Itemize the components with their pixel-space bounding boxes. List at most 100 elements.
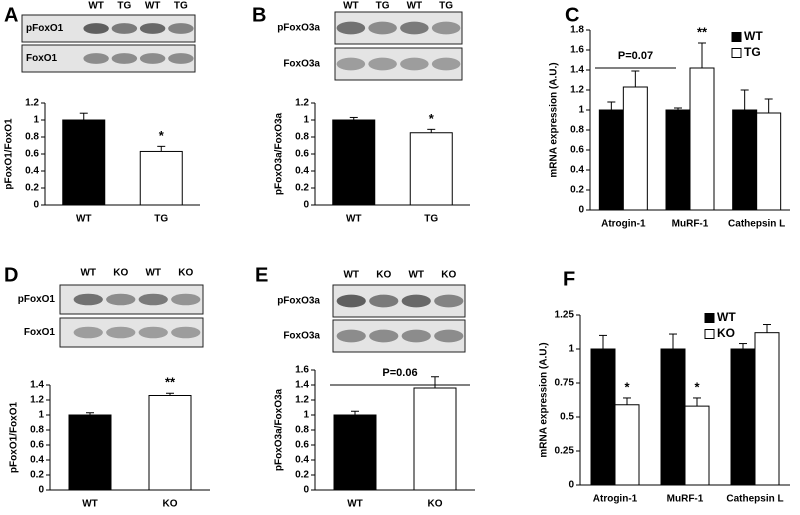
blot-band [369, 329, 399, 343]
legend-swatch [704, 329, 715, 339]
blot-band [434, 329, 464, 343]
y-tick-label: 0.6 [295, 440, 309, 451]
blot-band [73, 293, 103, 306]
bar [148, 395, 192, 491]
y-tick-label: 0.4 [295, 455, 309, 466]
lane-label: WT [343, 270, 359, 281]
lane-label: TG [376, 1, 390, 12]
y-tick-label: 0.75 [555, 378, 575, 389]
panel-letter: B [252, 4, 266, 26]
lane-label: WT [343, 1, 359, 12]
bar [754, 332, 780, 486]
y-axis-label: mRNA expression (A.U.) [539, 342, 550, 457]
blot-label: pFoxO3a [277, 23, 320, 34]
blot-strip [334, 11, 463, 45]
y-tick-label: 0.25 [555, 446, 575, 457]
y-tick-label: 0.8 [295, 132, 309, 143]
blot-band [171, 293, 201, 306]
bar [333, 414, 377, 491]
legend-label: WT [717, 310, 736, 324]
blot-band [83, 23, 109, 34]
lane-label: KO [376, 270, 391, 281]
x-tick-label: MuRF-1 [672, 219, 709, 230]
y-tick-label: 1.6 [295, 365, 309, 376]
blot-band [401, 294, 431, 308]
blot-label: pFoxO1 [26, 23, 64, 34]
y-tick-label: 0.2 [25, 183, 39, 194]
blot-band [336, 294, 366, 308]
blot-band [73, 326, 103, 339]
x-tick-label: Atrogin-1 [601, 219, 646, 230]
blot-strip [59, 317, 204, 348]
lane-label: KO [113, 268, 128, 279]
bar [332, 119, 376, 206]
lane-label: TG [439, 1, 453, 12]
blot-band [431, 21, 461, 35]
blot-band [400, 21, 429, 35]
legend-label: TG [744, 45, 761, 59]
y-tick-label: 0.2 [30, 470, 44, 481]
blot-band [168, 23, 194, 34]
y-tick-label: 1.2 [25, 98, 39, 109]
legend-label: KO [717, 326, 735, 340]
annotation: * [429, 111, 435, 126]
bar [660, 348, 686, 486]
y-tick-label: 1 [568, 344, 574, 355]
y-tick-label: 0.8 [30, 425, 44, 436]
y-tick-label: 1 [303, 410, 309, 421]
y-tick-label: 1.4 [295, 380, 309, 391]
y-tick-label: 1.2 [30, 395, 44, 406]
annotation: ** [697, 24, 708, 39]
y-tick-label: 0.8 [25, 132, 39, 143]
y-tick-label: 0 [33, 200, 39, 211]
blot-band [401, 329, 431, 343]
annotation: * [159, 128, 165, 143]
bar [756, 112, 782, 211]
y-tick-label: 1.25 [555, 310, 575, 321]
blot-band [368, 57, 397, 71]
blot-label: FoxO3a [283, 59, 320, 70]
blot-label: pFoxO1 [18, 294, 56, 305]
x-tick-label: TG [154, 214, 168, 225]
panel-letter: D [4, 264, 18, 286]
bar [590, 348, 616, 486]
y-tick-label: 0.2 [295, 183, 309, 194]
blot-band [106, 326, 136, 339]
x-tick-label: WT [76, 214, 92, 225]
y-tick-label: 0 [568, 480, 574, 491]
lane-label: TG [117, 1, 131, 12]
lane-label: WT [408, 270, 424, 281]
y-tick-label: 1 [33, 115, 39, 126]
lane-label: TG [174, 1, 188, 12]
blot-band [434, 294, 464, 308]
bar [614, 404, 640, 486]
lane-label: WT [145, 1, 161, 12]
blot-band [368, 21, 397, 35]
x-tick-label: WT [82, 499, 98, 510]
lane-label: KO [178, 268, 193, 279]
bar [732, 109, 758, 211]
bar [598, 109, 624, 211]
y-axis-label: mRNA expression (A.U.) [549, 62, 560, 177]
x-tick-label: Cathepsin L [726, 494, 783, 505]
x-tick-label: MuRF-1 [667, 494, 704, 505]
y-tick-label: 0.8 [295, 425, 309, 436]
annotation: P=0.06 [382, 367, 417, 379]
y-tick-label: 0.4 [570, 165, 584, 176]
blot-band [139, 53, 166, 64]
y-tick-label: 1 [578, 105, 584, 116]
bar [139, 150, 183, 206]
blot-band [111, 23, 138, 34]
lane-label: KO [441, 270, 456, 281]
x-tick-label: TG [424, 214, 438, 225]
y-tick-label: 1.2 [295, 395, 309, 406]
y-tick-label: 1 [303, 115, 309, 126]
bar [409, 132, 453, 206]
y-tick-label: 1.4 [30, 380, 44, 391]
y-tick-label: 0.2 [570, 185, 584, 196]
annotation: P=0.07 [618, 50, 653, 62]
y-tick-label: 0.6 [25, 149, 39, 160]
panel-letter: A [4, 4, 18, 26]
panel-letter: C [565, 4, 579, 26]
